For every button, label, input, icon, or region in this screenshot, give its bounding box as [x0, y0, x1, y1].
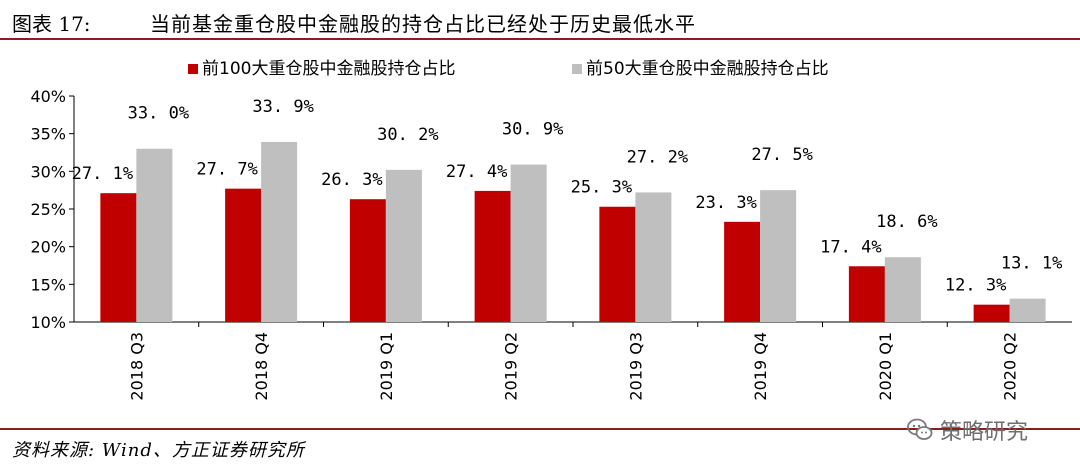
data-label: 26. 3% [321, 170, 382, 190]
figure-header: 图表 17: 当前基金重仓股中金融股的持仓占比已经处于历史最低水平 [0, 0, 1080, 40]
data-label: 33. 9% [252, 97, 313, 117]
x-tick-label: 2019 Q3 [626, 332, 645, 401]
watermark-text: 策略研究 [940, 420, 1029, 445]
footer-rule [0, 428, 1080, 430]
y-tick-label: 35% [30, 125, 66, 144]
data-label: 18. 6% [876, 212, 937, 232]
legend-label-1: 前100大重仓股中金融股持仓占比 [202, 59, 455, 79]
bar-chart: 前100大重仓股中金融股持仓占比 前50大重仓股中金融股持仓占比 10% 15% 20%… [30, 59, 1072, 401]
data-label: 27. 7% [196, 160, 257, 180]
bar-series-2 [261, 141, 298, 322]
legend-label-2: 前50大重仓股中金融股持仓占比 [586, 59, 829, 79]
x-tick-label: 2018 Q4 [252, 332, 271, 401]
data-label: 13. 1% [1001, 254, 1062, 274]
figure-title: 当前基金重仓股中金融股的持仓占比已经处于历史最低水平 [150, 12, 696, 36]
data-label: 27. 2% [627, 147, 688, 167]
data-label: 17. 4% [820, 237, 881, 257]
bar-series-1 [474, 190, 511, 322]
bar-series-2 [385, 169, 422, 322]
x-tick-label: 2020 Q1 [876, 332, 895, 401]
x-tick-label: 2019 Q2 [502, 332, 521, 401]
data-label: 30. 2% [377, 125, 438, 145]
bar-series-1 [225, 188, 262, 322]
figure-label: 图表 17: [12, 12, 91, 36]
data-label: 30. 9% [502, 120, 563, 140]
data-label: 27. 4% [446, 162, 507, 182]
bar-series-1 [100, 193, 137, 322]
data-label: 25. 3% [571, 178, 632, 198]
bar-series-1 [848, 266, 885, 322]
x-tick-label: 2019 Q1 [377, 332, 396, 401]
y-tick-label: 40% [30, 87, 66, 106]
wechat-icon [907, 418, 933, 440]
legend-swatch-2 [572, 64, 582, 74]
y-tick-label: 30% [30, 162, 66, 181]
bar-series-2 [884, 257, 921, 322]
legend-swatch-1 [188, 64, 198, 74]
y-tick-label: 10% [30, 313, 66, 332]
bar-series-2 [1009, 298, 1046, 322]
data-label: 12. 3% [945, 276, 1006, 296]
data-label: 27. 1% [72, 164, 133, 184]
watermark: 策略研究 [906, 410, 1028, 450]
x-tick-label: 2019 Q4 [751, 332, 770, 401]
bar-series-1 [599, 206, 636, 322]
bar-series-1 [973, 304, 1010, 322]
bar-series-1 [724, 221, 761, 322]
x-tick-label: 2020 Q2 [1001, 332, 1020, 401]
bar-series-2 [635, 192, 672, 322]
x-tick-label: 2018 Q3 [127, 332, 146, 401]
bar-series-2 [136, 148, 173, 322]
y-tick-label: 25% [30, 200, 66, 219]
bar-series-2 [510, 164, 547, 322]
y-tick-label: 20% [30, 238, 66, 257]
bar-series-2 [760, 190, 797, 322]
header-rule [0, 38, 1080, 40]
bar-series-1 [349, 199, 386, 322]
data-label: 33. 0% [128, 104, 189, 124]
data-label: 27. 5% [751, 145, 812, 165]
data-label: 23. 3% [695, 193, 756, 213]
source-note: 资料来源: Wind、方正证券研究所 [12, 440, 305, 461]
y-tick-label: 15% [30, 275, 66, 294]
